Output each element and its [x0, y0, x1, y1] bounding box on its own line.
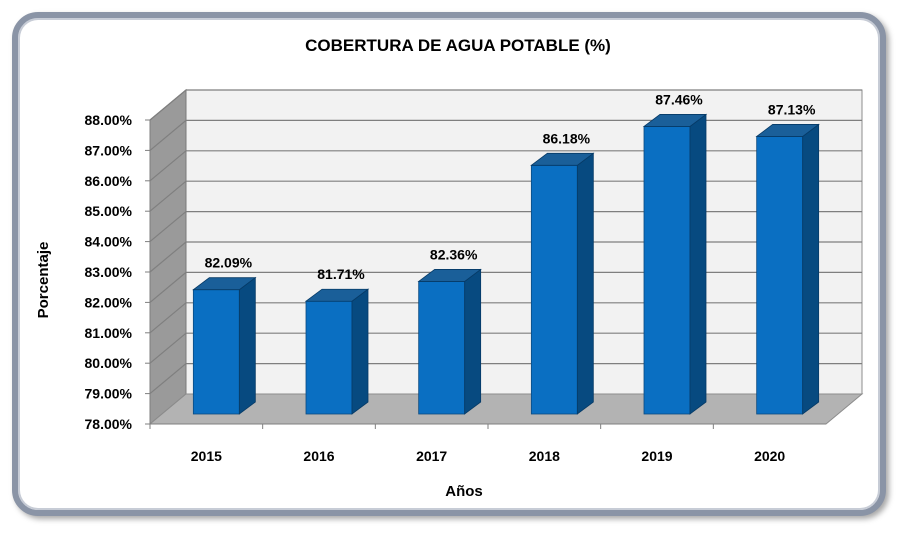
x-axis-title: Años [445, 483, 483, 500]
bar-top [192, 277, 257, 291]
data-label: 87.46% [655, 91, 703, 107]
bar [417, 268, 482, 415]
gridline [149, 271, 862, 303]
data-label: 81.71% [317, 266, 365, 282]
gridline [149, 180, 862, 212]
x-tick-label: 2017 [416, 448, 447, 464]
gridline [149, 211, 862, 243]
x-tick-label: 2015 [191, 448, 222, 464]
y-axis-title: Porcentaje [35, 242, 52, 319]
x-tick-label: 2016 [303, 448, 334, 464]
x-tick-label: 2018 [529, 448, 560, 464]
bar-side [802, 123, 820, 415]
gridlines [145, 89, 862, 429]
chart-title: COBERTURA DE AGUA POTABLE (%) [305, 36, 611, 55]
bar-top [755, 124, 820, 137]
gridline [149, 363, 862, 395]
y-tick-label: 79.00% [85, 386, 133, 402]
y-tick-label: 83.00% [85, 264, 133, 280]
bar-side [238, 276, 256, 415]
data-label: 82.09% [205, 255, 253, 271]
bar [530, 152, 595, 415]
bar-top [530, 152, 595, 166]
bar-side [351, 288, 369, 415]
gridline [149, 150, 862, 182]
y-tick-labels: 78.00% 79.00% 80.00% 81.00% 82.00% 83.00% 84.0… [85, 112, 133, 432]
gridline [149, 302, 862, 334]
gridline [149, 89, 862, 121]
chart-walls [148, 88, 864, 426]
data-label: 87.13% [768, 101, 816, 117]
bar-top [642, 114, 708, 127]
bars [192, 113, 820, 415]
bar [304, 288, 370, 415]
x-tick-label: 2020 [754, 448, 785, 464]
floor [148, 393, 864, 425]
bar-front [418, 281, 466, 415]
x-tick-label: 2019 [641, 448, 672, 464]
bar-top [304, 288, 370, 302]
bar-top [417, 269, 482, 282]
data-label: 82.36% [430, 246, 478, 262]
bar-front [530, 164, 578, 415]
gridline [149, 332, 862, 364]
y-tick-label: 88.00% [85, 112, 133, 128]
bar-side [464, 268, 482, 415]
bar-front [643, 126, 691, 415]
gridline [149, 119, 862, 151]
bar-side [689, 113, 707, 415]
y-tick-label: 81.00% [85, 325, 133, 341]
y-tick-label: 84.00% [85, 234, 133, 250]
data-labels: 82.09% 81.71% 82.36% 86.18% 87.46% 87.13% [205, 91, 816, 282]
bar-front [756, 136, 804, 415]
bar-front [192, 289, 240, 415]
y-tick-label: 86.00% [85, 173, 133, 189]
y-tick-label: 78.00% [85, 416, 133, 432]
y-tick-label: 87.00% [85, 142, 133, 158]
data-label: 86.18% [543, 130, 591, 146]
x-tick-labels: 2015 2016 2017 2018 2019 2020 [191, 448, 786, 464]
y-tick-label: 82.00% [85, 294, 133, 310]
bar [755, 123, 820, 415]
bar-front [305, 300, 353, 415]
y-tick-label: 80.00% [85, 355, 133, 371]
bar [642, 113, 708, 415]
bar [192, 276, 257, 415]
gridline [149, 241, 862, 273]
bar-side [576, 152, 594, 415]
y-tick-label: 85.00% [85, 203, 133, 219]
